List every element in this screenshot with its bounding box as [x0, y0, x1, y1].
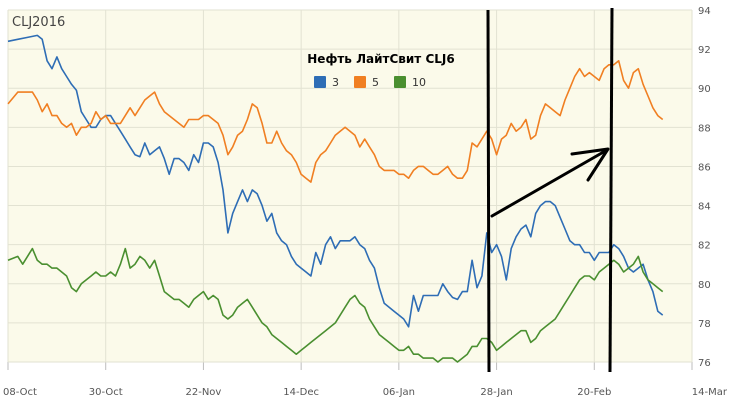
annotation-vertical-line-right [608, 7, 614, 373]
chart-title: Нефть ЛайтСвит CLJ6 [307, 52, 454, 66]
x-axis-labels: 08-Oct 30-Oct 22-Nov 14-Dec 06-Jan 28-Jan 20-F… [3, 387, 728, 398]
x-tick-label: 28-Jan [480, 387, 512, 398]
y-tick-label: 88 [698, 123, 711, 134]
legend-label-10: 10 [412, 76, 426, 89]
y-tick-label: 86 [698, 162, 711, 173]
series-line-3 [7, 34, 664, 328]
annotation-layer [486, 7, 614, 373]
x-tick-label: 08-Oct [3, 387, 37, 398]
symbol-label: CLJ2016 [12, 15, 65, 30]
vertical-gridlines [7, 10, 693, 370]
legend-label-5: 5 [372, 76, 379, 89]
y-tick-label: 92 [698, 45, 711, 56]
plot-background [8, 10, 692, 362]
y-tick-label: 82 [698, 241, 711, 252]
x-tick-label: 14-Dec [283, 387, 319, 398]
annotation-arrow-shaft [490, 148, 609, 218]
x-tick-label: 20-Feb [577, 387, 611, 398]
series-layer [7, 34, 664, 363]
y-tick-label: 78 [698, 319, 711, 330]
annotation-vertical-line-left [486, 9, 491, 373]
legend: 3 5 10 [314, 76, 426, 89]
y-tick-label: 76 [698, 358, 711, 369]
x-tick-label: 22-Nov [185, 387, 221, 398]
x-tick-label: 06-Jan [383, 387, 415, 398]
y-tick-label: 94 [698, 6, 711, 17]
horizontal-gridlines [8, 9, 692, 363]
legend-label-3: 3 [332, 76, 339, 89]
x-tick-label: 14-Mar [692, 387, 728, 398]
legend-swatch-10 [394, 76, 406, 88]
y-tick-label: 90 [698, 84, 711, 95]
legend-swatch-5 [354, 76, 366, 88]
legend-swatch-3 [314, 76, 326, 88]
x-tick-label: 30-Oct [89, 387, 123, 398]
y-tick-label: 84 [698, 202, 711, 213]
annotation-arrow-head [570, 147, 610, 182]
y-tick-label: 80 [698, 280, 711, 291]
series-line-10 [7, 247, 664, 363]
series-line-5 [7, 59, 664, 183]
y-axis-labels: 94 92 90 88 86 84 82 80 78 76 [698, 6, 711, 369]
